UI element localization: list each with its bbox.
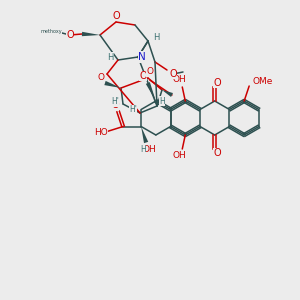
Polygon shape: [146, 82, 156, 101]
Text: OH: OH: [142, 145, 156, 154]
Text: O: O: [98, 73, 104, 82]
Text: OH: OH: [172, 152, 186, 160]
Text: methoxy: methoxy: [40, 29, 62, 34]
Text: O: O: [214, 148, 221, 158]
Text: OH: OH: [172, 76, 186, 85]
Polygon shape: [162, 90, 173, 97]
Text: H: H: [153, 34, 159, 43]
Text: O: O: [214, 78, 221, 88]
Text: O: O: [139, 71, 147, 81]
Text: O: O: [66, 30, 74, 40]
Text: H': H': [129, 106, 137, 115]
Text: O: O: [169, 69, 177, 79]
Text: H: H: [140, 145, 146, 154]
Text: H: H: [159, 97, 165, 106]
Polygon shape: [141, 127, 148, 143]
Text: O: O: [112, 11, 120, 21]
Text: N: N: [138, 52, 146, 62]
Polygon shape: [104, 81, 121, 88]
Text: H: H: [107, 52, 113, 62]
Text: O: O: [111, 100, 119, 110]
Text: O: O: [146, 68, 154, 76]
Text: HO: HO: [94, 128, 108, 137]
Text: OMe: OMe: [253, 76, 273, 85]
Polygon shape: [82, 32, 100, 36]
Text: H': H': [111, 98, 119, 106]
